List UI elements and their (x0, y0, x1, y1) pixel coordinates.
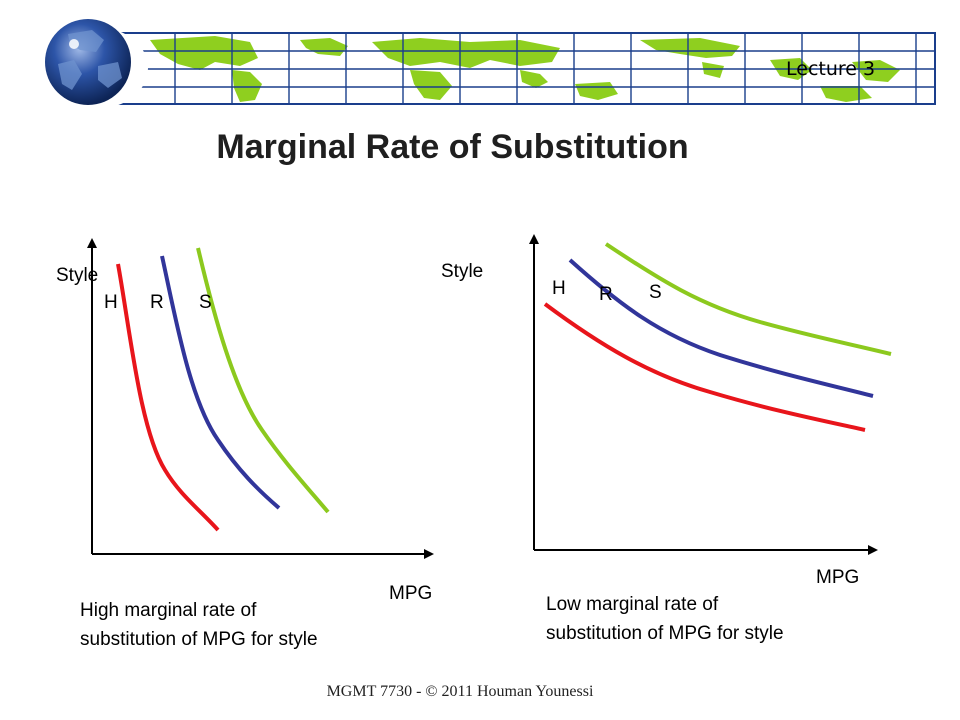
right-caption-line-1: Low marginal rate of (546, 594, 719, 615)
lecture-label: Lecture 3 (786, 58, 876, 80)
world-map-strip (117, 32, 936, 105)
right-curve-s (604, 242, 892, 356)
right-panel-axes (529, 234, 878, 555)
footer-copyright: MGMT 7730 - © 2011 Houman Younessi (326, 683, 594, 700)
right-curve-label-h: H (552, 278, 566, 299)
left-curve-r (160, 255, 281, 510)
left-caption-line-1: High marginal rate of (80, 600, 257, 621)
right-curve-label-s: S (649, 282, 662, 303)
right-curve-r (568, 258, 874, 398)
right-x-axis-label: MPG (816, 567, 860, 588)
right-curve-h (543, 302, 866, 432)
right-caption: Low marginal rate of substitution of MPG… (546, 590, 784, 648)
right-y-axis-label: Style (441, 261, 484, 282)
left-curve-s (196, 247, 330, 514)
left-panel-axes (87, 238, 434, 559)
left-curve-label-s: S (199, 292, 212, 313)
globe-icon (45, 19, 148, 108)
left-caption-line-2: substitution of MPG for style (80, 629, 318, 650)
right-curve-label-r: R (599, 284, 613, 305)
left-y-axis-label: Style (56, 265, 99, 286)
left-caption: High marginal rate of substitution of MP… (80, 596, 318, 654)
right-caption-line-2: substitution of MPG for style (546, 623, 784, 644)
left-x-axis-label: MPG (389, 583, 433, 604)
header-banner (45, 19, 936, 108)
left-curve-label-h: H (104, 292, 118, 313)
left-curve-label-r: R (150, 292, 164, 313)
page-title: Marginal Rate of Substitution (216, 128, 689, 166)
left-curve-h (116, 263, 220, 532)
